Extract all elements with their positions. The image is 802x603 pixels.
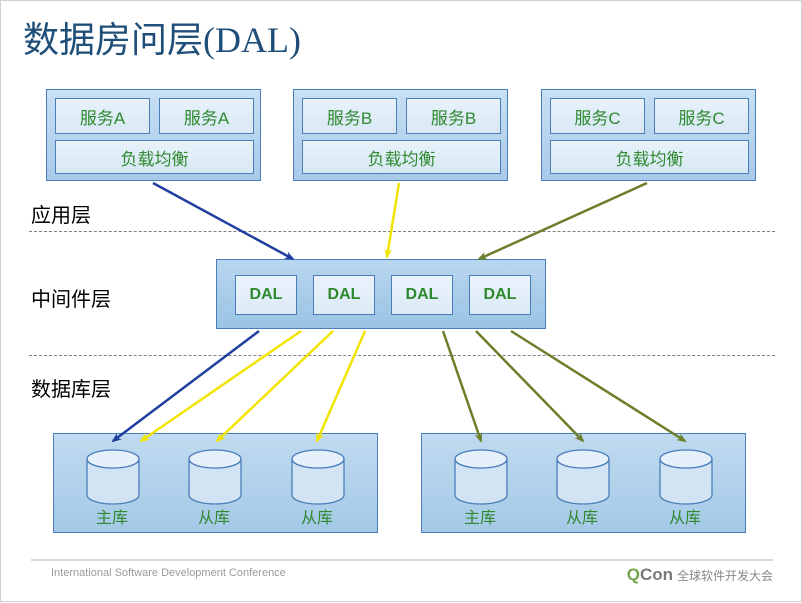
arrow (443, 331, 481, 441)
service-box: 负载均衡 (55, 140, 254, 174)
footer-logo: QCon 全球软件开发大会 (627, 565, 773, 585)
service-group: 服务C服务C 负载均衡 (541, 89, 756, 181)
service-box: 服务B (406, 98, 501, 134)
footer-divider (31, 559, 773, 561)
arrow (153, 183, 293, 259)
logo-zh: 全球软件开发大会 (677, 569, 773, 583)
arrow (141, 331, 301, 441)
layer-app-label: 应用层 (31, 199, 91, 228)
db-label: 从库 (669, 504, 701, 528)
slide-title: 数据房问层(DAL) (23, 11, 301, 63)
db-label: 从库 (198, 504, 230, 528)
arrow (217, 331, 333, 441)
service-box: 服务B (302, 98, 397, 134)
layer-divider (29, 231, 775, 232)
service-box: 服务A (55, 98, 150, 134)
dal-box: DAL (391, 275, 453, 315)
layer-mid-label: 中间件层 (31, 283, 111, 312)
arrow (387, 183, 399, 257)
service-box: 服务A (159, 98, 254, 134)
layer-db-label: 数据库层 (31, 373, 111, 402)
slide-footer: International Software Development Confe… (1, 563, 802, 591)
arrow (511, 331, 685, 441)
dal-box: DAL (235, 275, 297, 315)
dal-box: DAL (313, 275, 375, 315)
db-cluster: 主库 从库 从库 (53, 433, 378, 533)
db-label: 主库 (464, 504, 496, 528)
db-cluster: 主库 从库 从库 (421, 433, 746, 533)
service-box: 负载均衡 (302, 140, 501, 174)
arrow (113, 331, 259, 441)
db-label: 从库 (301, 504, 333, 528)
arrow (479, 183, 647, 259)
service-box: 服务C (550, 98, 645, 134)
logo-q: Q (627, 565, 640, 584)
db-label: 从库 (566, 504, 598, 528)
logo-con: Con (640, 565, 673, 584)
dal-container: DAL DAL DAL DAL (216, 259, 546, 329)
db-label: 主库 (96, 504, 128, 528)
service-group: 服务A服务A 负载均衡 (46, 89, 261, 181)
arrow (476, 331, 583, 441)
service-box: 负载均衡 (550, 140, 749, 174)
service-group: 服务B服务B 负载均衡 (293, 89, 508, 181)
layer-divider (29, 355, 775, 356)
service-box: 服务C (654, 98, 749, 134)
dal-box: DAL (469, 275, 531, 315)
footer-left-text: International Software Development Confe… (51, 567, 286, 579)
arrow (317, 331, 365, 441)
